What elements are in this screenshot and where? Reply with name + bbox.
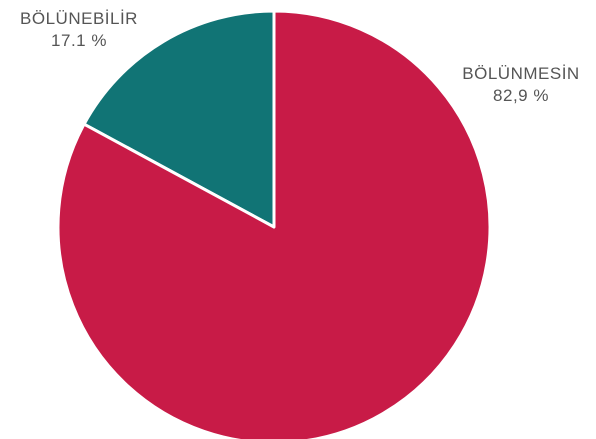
pie-slice-bolunmesin xyxy=(56,9,492,439)
slice-value-bolunebilir: 17.1 % xyxy=(51,31,107,50)
slice-label-bolunebilir: BÖLÜNEBİLİR 17.1 % xyxy=(4,8,154,52)
pie-slice-bolunebilir xyxy=(82,9,276,229)
slice-category-bolunebilir: BÖLÜNEBİLİR xyxy=(20,9,138,28)
slice-value-bolunmesin: 82,9 % xyxy=(493,86,549,105)
slice-label-bolunmesin: BÖLÜNMESİN 82,9 % xyxy=(446,63,596,107)
slice-category-bolunmesin: BÖLÜNMESİN xyxy=(462,64,580,83)
